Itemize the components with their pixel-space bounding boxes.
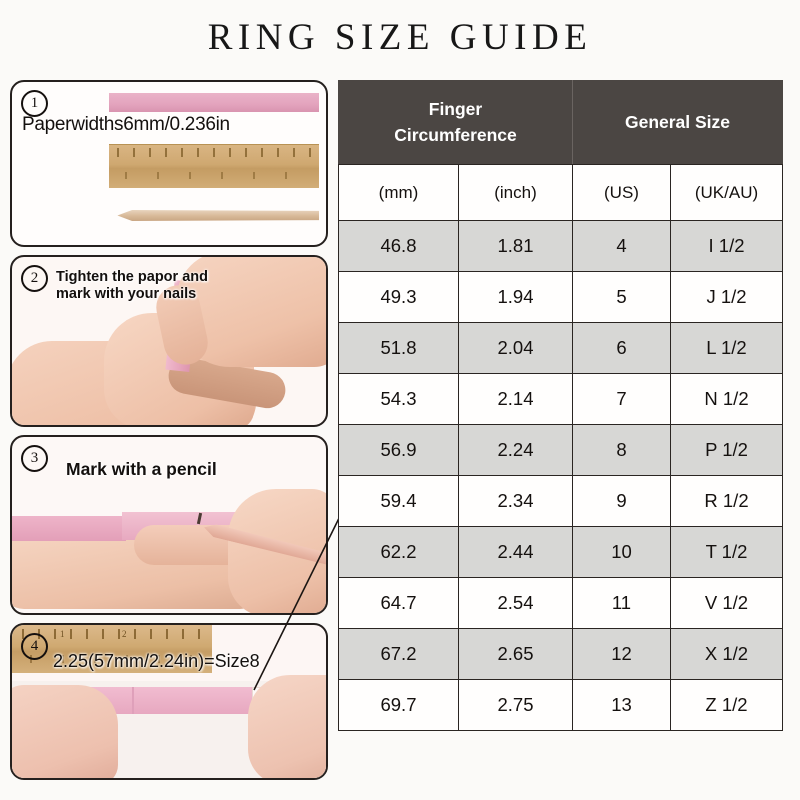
column-header-inch: (inch) bbox=[458, 164, 573, 221]
paper-strip-left bbox=[12, 516, 126, 541]
cell-mm: 54.3 bbox=[338, 373, 459, 425]
table-row: 46.8 1.81 4 I 1/2 bbox=[338, 220, 783, 272]
ring-size-table: Finger Circumference General Size (mm) (… bbox=[338, 80, 783, 731]
table-row: 54.3 2.14 7 N 1/2 bbox=[338, 373, 783, 425]
table-row: 69.7 2.75 13 Z 1/2 bbox=[338, 679, 783, 731]
table-group-header-row: Finger Circumference General Size bbox=[338, 80, 783, 165]
cell-inch: 2.24 bbox=[458, 424, 573, 476]
cell-mm: 67.2 bbox=[338, 628, 459, 680]
cell-us: 7 bbox=[572, 373, 671, 425]
table-row: 67.2 2.65 12 X 1/2 bbox=[338, 628, 783, 680]
group-header-finger-circumference: Finger Circumference bbox=[338, 80, 573, 165]
cell-us: 6 bbox=[572, 322, 671, 374]
wooden-ruler bbox=[109, 144, 319, 188]
cell-uk-au: P 1/2 bbox=[670, 424, 783, 476]
table-row: 51.8 2.04 6 L 1/2 bbox=[338, 322, 783, 374]
cell-us: 4 bbox=[572, 220, 671, 272]
cell-us: 13 bbox=[572, 679, 671, 731]
cell-uk-au: X 1/2 bbox=[670, 628, 783, 680]
step-3-caption: Mark with a pencil bbox=[66, 459, 217, 479]
cell-us: 11 bbox=[572, 577, 671, 629]
steps-column: 1 Paperwidths6mm/0.236in bbox=[10, 80, 328, 788]
cell-uk-au: R 1/2 bbox=[670, 475, 783, 527]
cell-mm: 62.2 bbox=[338, 526, 459, 578]
step-panel-2: 2 Tighten the papor and mark with your n… bbox=[10, 255, 328, 427]
cell-inch: 2.34 bbox=[458, 475, 573, 527]
cell-inch: 2.75 bbox=[458, 679, 573, 731]
cell-uk-au: N 1/2 bbox=[670, 373, 783, 425]
step-4-caption: 2.25(57mm/2.24in)=Size8 bbox=[53, 651, 260, 671]
cell-us: 12 bbox=[572, 628, 671, 680]
paper-strip-seam bbox=[132, 687, 134, 714]
hand-right bbox=[248, 675, 326, 778]
group-header-line-1: Finger bbox=[428, 99, 483, 120]
step-number-badge-4: 4 bbox=[21, 633, 48, 660]
group-header-line-2: Circumference bbox=[394, 124, 517, 145]
cell-us: 10 bbox=[572, 526, 671, 578]
step-1-illustration bbox=[12, 82, 326, 245]
page-title: RING SIZE GUIDE bbox=[207, 17, 593, 58]
step-number-badge-2: 2 bbox=[21, 265, 48, 292]
group-header-general-size: General Size bbox=[572, 80, 783, 165]
paper-strip bbox=[109, 93, 319, 112]
table-row: 59.4 2.34 9 R 1/2 bbox=[338, 475, 783, 527]
cell-us: 5 bbox=[572, 271, 671, 323]
table-row: 62.2 2.44 10 T 1/2 bbox=[338, 526, 783, 578]
cell-inch: 1.81 bbox=[458, 220, 573, 272]
step-2-caption-line-2: mark with your nails bbox=[56, 286, 197, 303]
cell-inch: 1.94 bbox=[458, 271, 573, 323]
column-header-uk-au: (UK/AU) bbox=[670, 164, 783, 221]
cell-inch: 2.14 bbox=[458, 373, 573, 425]
cell-inch: 2.44 bbox=[458, 526, 573, 578]
step-panel-3: 3 Mark with a pencil bbox=[10, 435, 328, 615]
cell-mm: 64.7 bbox=[338, 577, 459, 629]
table-head: Finger Circumference General Size (mm) (… bbox=[338, 80, 783, 221]
column-header-mm: (mm) bbox=[338, 164, 459, 221]
step-panel-4: 1 2 4 2.25(57mm/2.24in)=Size8 bbox=[10, 623, 328, 780]
cell-mm: 46.8 bbox=[338, 220, 459, 272]
step-2-caption: Tighten the papor and mark with your nai… bbox=[56, 269, 208, 303]
table-body: 46.8 1.81 4 I 1/2 49.3 1.94 5 J 1/2 51.8 2.04 6 L 1… bbox=[338, 220, 783, 731]
step-2-illustration bbox=[12, 257, 326, 425]
step-1-caption: Paperwidths6mm/0.236in bbox=[22, 114, 230, 135]
cell-uk-au: I 1/2 bbox=[670, 220, 783, 272]
table-row: 56.9 2.24 8 P 1/2 bbox=[338, 424, 783, 476]
cell-uk-au: T 1/2 bbox=[670, 526, 783, 578]
pencil bbox=[117, 210, 319, 221]
step-panel-1: 1 Paperwidths6mm/0.236in bbox=[10, 80, 328, 247]
cell-mm: 69.7 bbox=[338, 679, 459, 731]
step-2-caption-line-1: Tighten the papor and bbox=[56, 269, 208, 285]
cell-inch: 2.65 bbox=[458, 628, 573, 680]
step-number-badge-3: 3 bbox=[21, 445, 48, 472]
table-unit-header-row: (mm) (inch) (US) (UK/AU) bbox=[338, 164, 783, 221]
table-row: 49.3 1.94 5 J 1/2 bbox=[338, 271, 783, 323]
column-header-us: (US) bbox=[572, 164, 671, 221]
step-number-badge-1: 1 bbox=[21, 90, 48, 117]
cell-us: 8 bbox=[572, 424, 671, 476]
cell-uk-au: V 1/2 bbox=[670, 577, 783, 629]
step-4-illustration: 1 2 bbox=[12, 625, 326, 778]
cell-us: 9 bbox=[572, 475, 671, 527]
cell-mm: 51.8 bbox=[338, 322, 459, 374]
cell-inch: 2.54 bbox=[458, 577, 573, 629]
table-row: 64.7 2.54 11 V 1/2 bbox=[338, 577, 783, 629]
cell-uk-au: J 1/2 bbox=[670, 271, 783, 323]
cell-mm: 49.3 bbox=[338, 271, 459, 323]
cell-inch: 2.04 bbox=[458, 322, 573, 374]
cell-uk-au: L 1/2 bbox=[670, 322, 783, 374]
cell-mm: 56.9 bbox=[338, 424, 459, 476]
hand-left bbox=[12, 685, 118, 778]
cell-uk-au: Z 1/2 bbox=[670, 679, 783, 731]
cell-mm: 59.4 bbox=[338, 475, 459, 527]
